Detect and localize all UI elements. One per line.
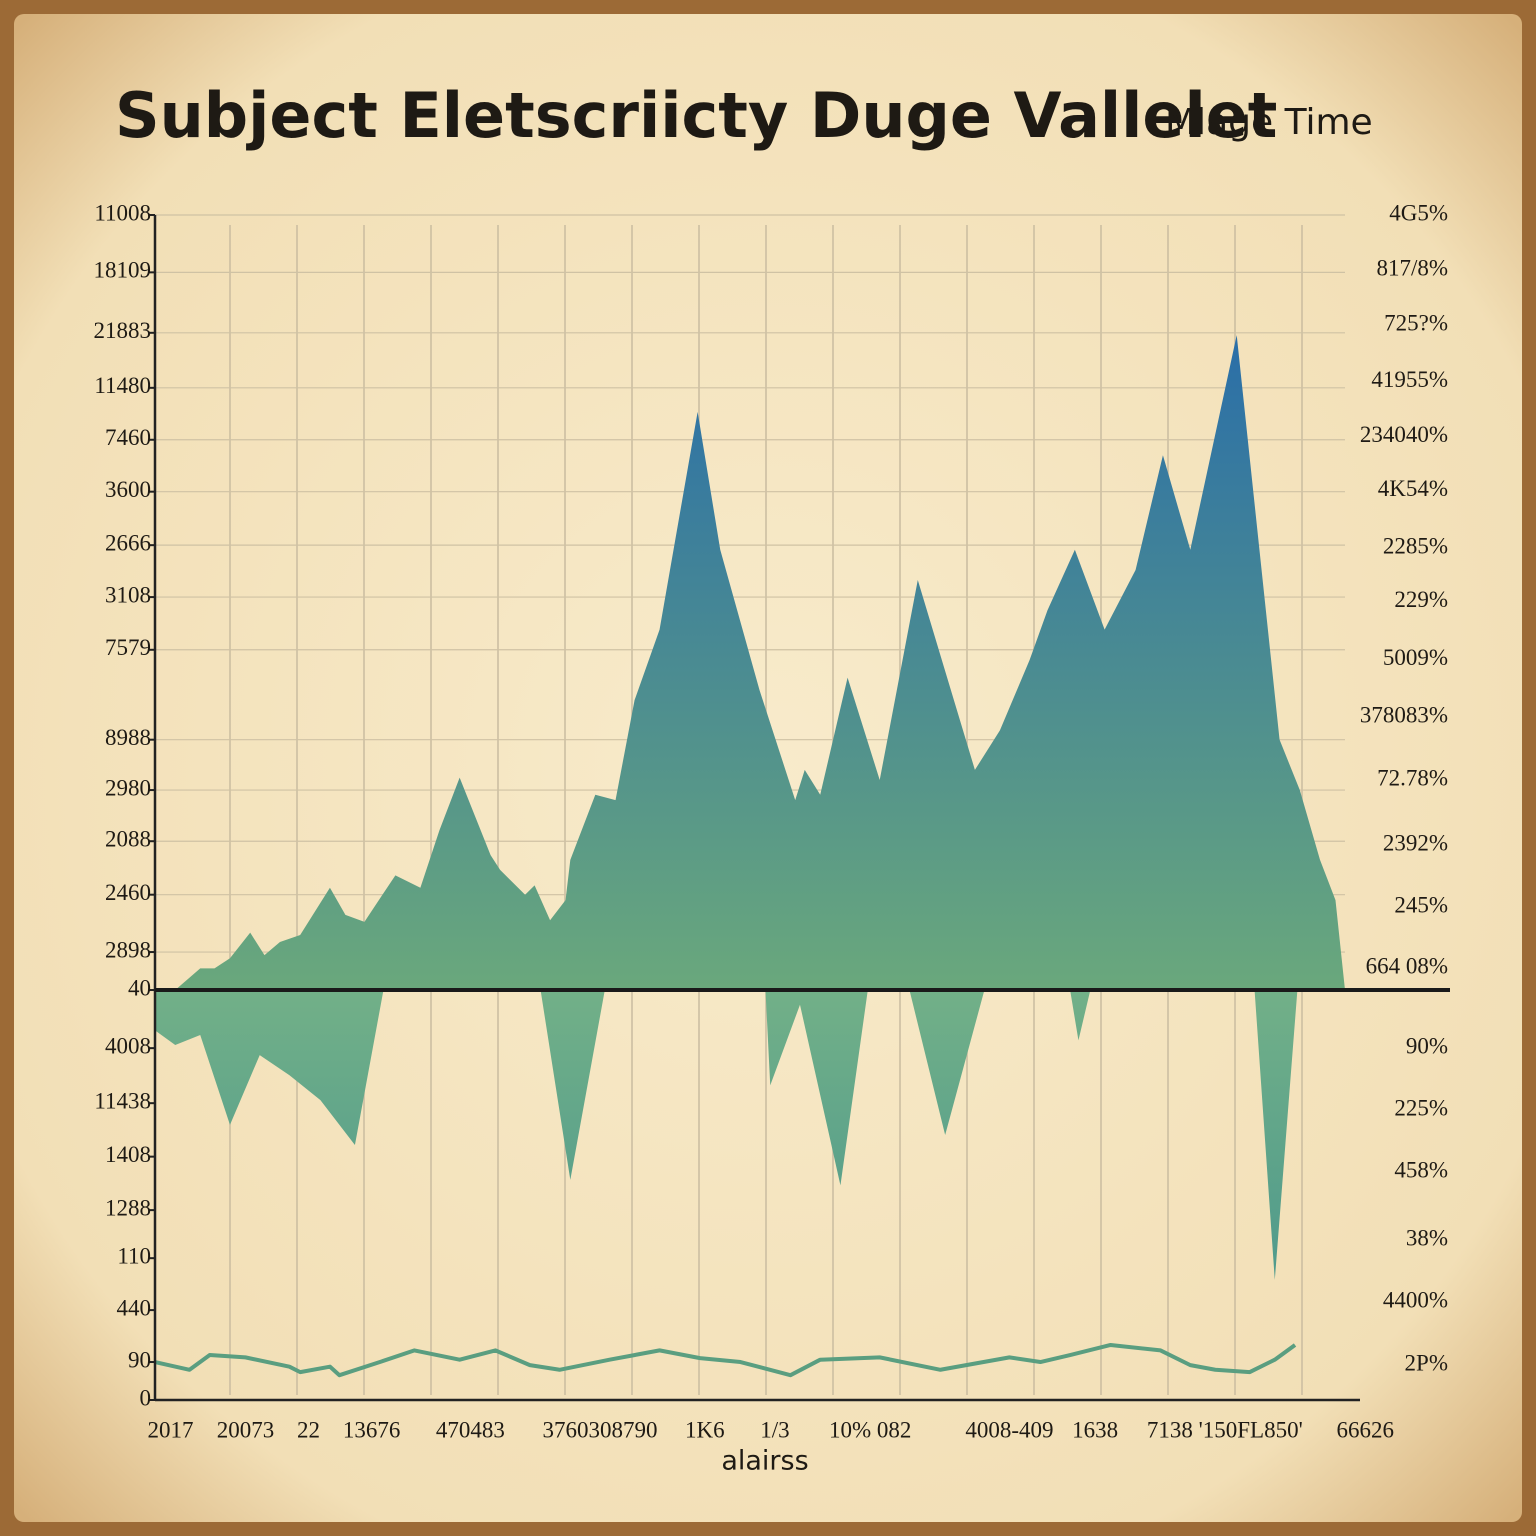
y2-tick-label: 458% <box>1394 1157 1448 1182</box>
y-tick-label: 2898 <box>105 937 151 962</box>
y-tick-label: 2666 <box>105 530 151 555</box>
y2-tick-label: 725?% <box>1384 310 1448 335</box>
y-tick-label: 8988 <box>105 725 151 750</box>
y-tick-label: 7579 <box>105 635 151 660</box>
area <box>175 335 1346 991</box>
y2-tick-label: 4400% <box>1383 1288 1448 1313</box>
y2-tick-label: 225% <box>1394 1095 1448 1120</box>
y-tick-label: 18109 <box>94 258 152 283</box>
y2-tick-label: 229% <box>1394 587 1448 612</box>
y2-tick-label: 4G5% <box>1389 200 1448 225</box>
x-tick-label: 3760308790 <box>543 1417 658 1442</box>
x-tick-label: 66626 <box>1336 1417 1394 1442</box>
y-tick-label: 11480 <box>94 373 151 398</box>
x-tick-label: 20073 <box>217 1417 275 1442</box>
y-tick-label: 0 <box>140 1385 152 1410</box>
y-tick-label: 40 <box>128 975 151 1000</box>
y-tick-label: 3108 <box>105 582 151 607</box>
chart-subtitle: Mlage Time <box>1165 102 1373 143</box>
x-tick-label: 1/3 <box>760 1417 789 1442</box>
y-tick-label: 90 <box>128 1347 151 1372</box>
y2-tick-label: 5009% <box>1383 645 1448 670</box>
y2-tick-label: 234040% <box>1360 422 1448 447</box>
y2-tick-label: 2285% <box>1383 534 1448 559</box>
x-tick-label: 1K6 <box>685 1417 725 1442</box>
y-tick-label: 3600 <box>105 477 151 502</box>
y2-tick-label: 378083% <box>1360 702 1448 727</box>
y-tick-label: 2980 <box>105 775 151 800</box>
y2-tick-label: 72.78% <box>1377 765 1448 790</box>
y-tick-label: 4008 <box>105 1033 151 1058</box>
x-tick-label: 13676 <box>343 1417 401 1442</box>
y2-tick-label: 664 08% <box>1366 954 1448 979</box>
area <box>155 990 1298 1280</box>
y-tick-label: 440 <box>117 1295 152 1320</box>
y2-tick-label: 90% <box>1406 1033 1448 1058</box>
y2-tick-label: 38% <box>1406 1226 1448 1251</box>
y-tick-label: 1288 <box>105 1195 151 1220</box>
y2-tick-label: 245% <box>1394 892 1448 917</box>
x-tick-label: 7138 '150FL850' <box>1147 1417 1303 1442</box>
y-tick-label: 21883 <box>94 318 152 343</box>
y2-tick-label: 4K54% <box>1378 476 1448 501</box>
y2-tick-label: 817/8% <box>1376 255 1448 280</box>
x-tick-label: 1638 <box>1072 1417 1118 1442</box>
y-tick-label: 11438 <box>94 1088 151 1113</box>
line <box>154 1342 1297 1378</box>
x-tick-label: 4008-409 <box>965 1417 1053 1442</box>
x-tick-label: 2017 <box>147 1417 193 1442</box>
y2-tick-label: 2392% <box>1383 830 1448 855</box>
y2-tick-label: 41955% <box>1371 367 1448 392</box>
y-tick-label: 1408 <box>105 1142 151 1167</box>
x-tick-label: 22 <box>297 1417 320 1442</box>
x-axis-label: alairss <box>721 1446 808 1477</box>
chart-title: Subject Eletscriicty Duge Vallelet <box>115 79 1277 152</box>
y-tick-label: 110 <box>117 1243 151 1268</box>
y2-tick-label: 2P% <box>1405 1350 1448 1375</box>
y-tick-label: 11008 <box>94 200 151 225</box>
x-tick-label: 10% 082 <box>829 1417 911 1442</box>
y-tick-label: 2088 <box>105 826 151 851</box>
y-tick-label: 2460 <box>105 880 151 905</box>
x-tick-label: 470483 <box>436 1417 505 1442</box>
y-tick-label: 7460 <box>105 425 151 450</box>
